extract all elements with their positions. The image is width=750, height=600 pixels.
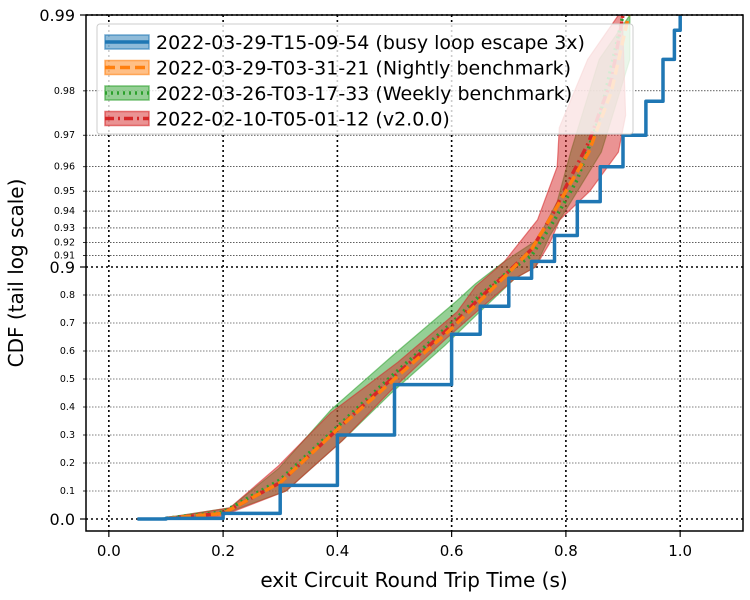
x-tick-label: 0.2 bbox=[211, 542, 235, 560]
y-major-tick-label: 0.0 bbox=[50, 510, 75, 529]
legend-label: 2022-03-26-T03-17-33 (Weekly benchmark) bbox=[156, 83, 572, 105]
x-tick-label: 0.6 bbox=[440, 542, 464, 560]
x-axis-ticks: 0.0 0.2 0.4 0.6 0.8 1.0 bbox=[97, 531, 692, 560]
legend: 2022-03-29-T15-09-54 (busy loop escape 3… bbox=[96, 23, 634, 135]
y-minor-tick-label: 0.98 bbox=[54, 86, 75, 97]
y-minor-tick-label: 0.7 bbox=[60, 318, 75, 329]
y-minor-tick-label: 0.2 bbox=[60, 458, 75, 469]
x-tick-label: 1.0 bbox=[668, 542, 692, 560]
y-minor-tick-label: 0.95 bbox=[54, 186, 75, 197]
y-minor-tick-label: 0.96 bbox=[54, 162, 75, 173]
y-minor-tick-label: 0.5 bbox=[60, 374, 75, 385]
y-major-tick-label: 0.9 bbox=[50, 258, 75, 277]
x-tick-label: 0.8 bbox=[554, 542, 578, 560]
legend-box bbox=[96, 23, 634, 135]
series-line bbox=[165, 15, 631, 521]
x-axis-label: exit Circuit Round Trip Time (s) bbox=[260, 568, 567, 592]
y-minor-tick-label: 0.94 bbox=[54, 206, 75, 217]
y-axis-label: CDF (tail log scale) bbox=[4, 179, 28, 368]
legend-label: 2022-03-29-T03-31-21 (Nightly benchmark) bbox=[156, 58, 571, 80]
y-minor-tick-label: 0.3 bbox=[60, 430, 75, 441]
series-line bbox=[137, 15, 682, 521]
y-major-tick-label: 0.99 bbox=[39, 6, 75, 25]
y-minor-tick-label: 0.1 bbox=[60, 486, 75, 497]
y-minor-tick-label: 0.4 bbox=[60, 402, 75, 413]
series-lines bbox=[137, 15, 682, 521]
x-tick-label: 0.4 bbox=[325, 542, 349, 560]
legend-label: 2022-03-29-T15-09-54 (busy loop escape 3… bbox=[156, 32, 585, 54]
y-minor-tick-label: 0.8 bbox=[60, 290, 75, 301]
y-axis-ticks: 0.1 0.2 0.3 0.4 0.5 0.6 0.7 0.8 0.910.92 0.93 0.94… bbox=[39, 6, 86, 529]
y-minor-tick-label: 0.93 bbox=[54, 223, 75, 234]
y-minor-tick-label: 0.91 bbox=[54, 250, 75, 261]
x-tick-label: 0.0 bbox=[97, 542, 121, 560]
y-minor-tick-label: 0.92 bbox=[54, 238, 75, 249]
legend-label: 2022-02-10-T05-01-12 (v2.0.0) bbox=[156, 109, 450, 131]
y-minor-tick-label: 0.97 bbox=[54, 130, 75, 141]
y-minor-tick-label: 0.6 bbox=[60, 346, 75, 357]
plot-frame bbox=[85, 14, 744, 532]
